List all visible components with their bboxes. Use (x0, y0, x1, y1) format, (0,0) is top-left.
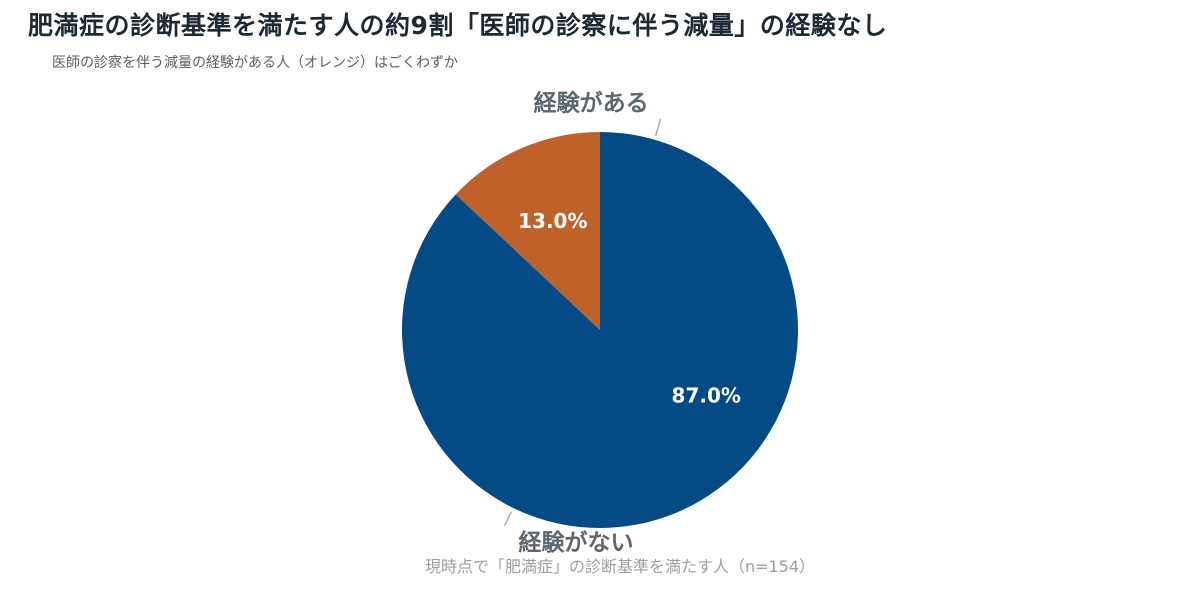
value-label-1: 13.0% (518, 209, 587, 233)
value-label-2: 87.0% (672, 383, 741, 407)
pie-slices (402, 132, 798, 528)
pie-labels: 13.0% 経験がある 87.0% 経験がない (518, 90, 741, 556)
pie-slice-1 (455, 132, 600, 330)
leader-lines (503, 118, 662, 527)
pie-slice-2 (402, 132, 798, 528)
leader-line-2 (503, 511, 513, 527)
category-label-2: 経験がない (519, 529, 634, 556)
category-label-1: 経験がある (534, 90, 649, 117)
chart-title: 肥満症の診断基準を満たす人の約9割「医師の診察に伴う減量」の経験なし (28, 11, 888, 40)
chart-footnote: 現時点で「肥満症」の診断基準を満たす人（n=154） (425, 557, 815, 576)
leader-line-1 (654, 118, 662, 137)
chart-subtitle: 医師の診察を伴う減量の経験がある人（オレンジ）はごくわずか (52, 55, 458, 71)
